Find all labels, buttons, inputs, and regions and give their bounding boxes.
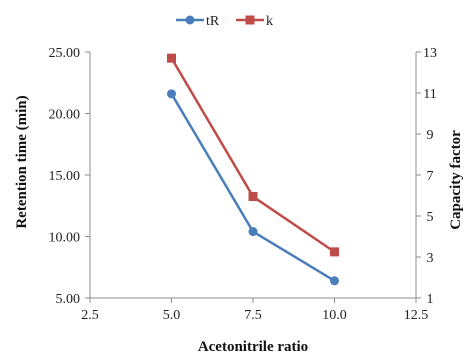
y2-tick-label: 11	[423, 87, 436, 102]
y2-tick-label: 7	[427, 169, 434, 184]
data-point-k	[167, 53, 176, 63]
legend-marker-tR	[185, 15, 195, 25]
y-tick-label: 10.00	[49, 231, 81, 246]
legend-marker-k	[245, 15, 255, 25]
series-line-tR	[170, 93, 336, 282]
x-tick-label: 10.0	[322, 308, 347, 323]
legend: tR k	[176, 14, 273, 29]
x-axis-title: Acetonitrile ratio	[198, 339, 308, 355]
x-tick-label: 7.5	[244, 308, 262, 323]
y2-tick-label: 3	[427, 251, 434, 266]
series-line-k	[170, 57, 336, 253]
x-tick-label: 2.5	[81, 308, 99, 323]
data-point-tR	[167, 89, 176, 99]
data-point-tR	[248, 227, 258, 237]
axes: 2.5 5.0 7.5 10.0 12.5 5.00 10.00 15.00 20.00 25.0…	[49, 46, 438, 323]
y-tick-label: 5.00	[56, 292, 81, 307]
y2-tick-label: 1	[427, 292, 434, 307]
data-point-k	[248, 192, 258, 202]
data-point-k	[330, 247, 339, 257]
x-tick-label: 5.0	[163, 308, 181, 323]
y2-tick-label: 9	[427, 128, 434, 143]
legend-label-tR: tR	[206, 14, 220, 29]
x-tick-label: 12.5	[404, 308, 429, 323]
y-tick-label: 15.00	[49, 169, 81, 184]
y-tick-label: 20.00	[49, 108, 81, 123]
y2-tick-label: 13	[423, 46, 437, 61]
y-tick-label: 25.00	[49, 46, 81, 61]
data-point-tR	[330, 276, 339, 286]
legend-label-k: k	[266, 14, 273, 29]
y2-axis-title: Capacity factor	[448, 130, 464, 230]
y2-tick-label: 5	[427, 210, 434, 225]
y-axis-title: Retention time (min)	[14, 95, 30, 228]
series-group	[167, 53, 339, 286]
